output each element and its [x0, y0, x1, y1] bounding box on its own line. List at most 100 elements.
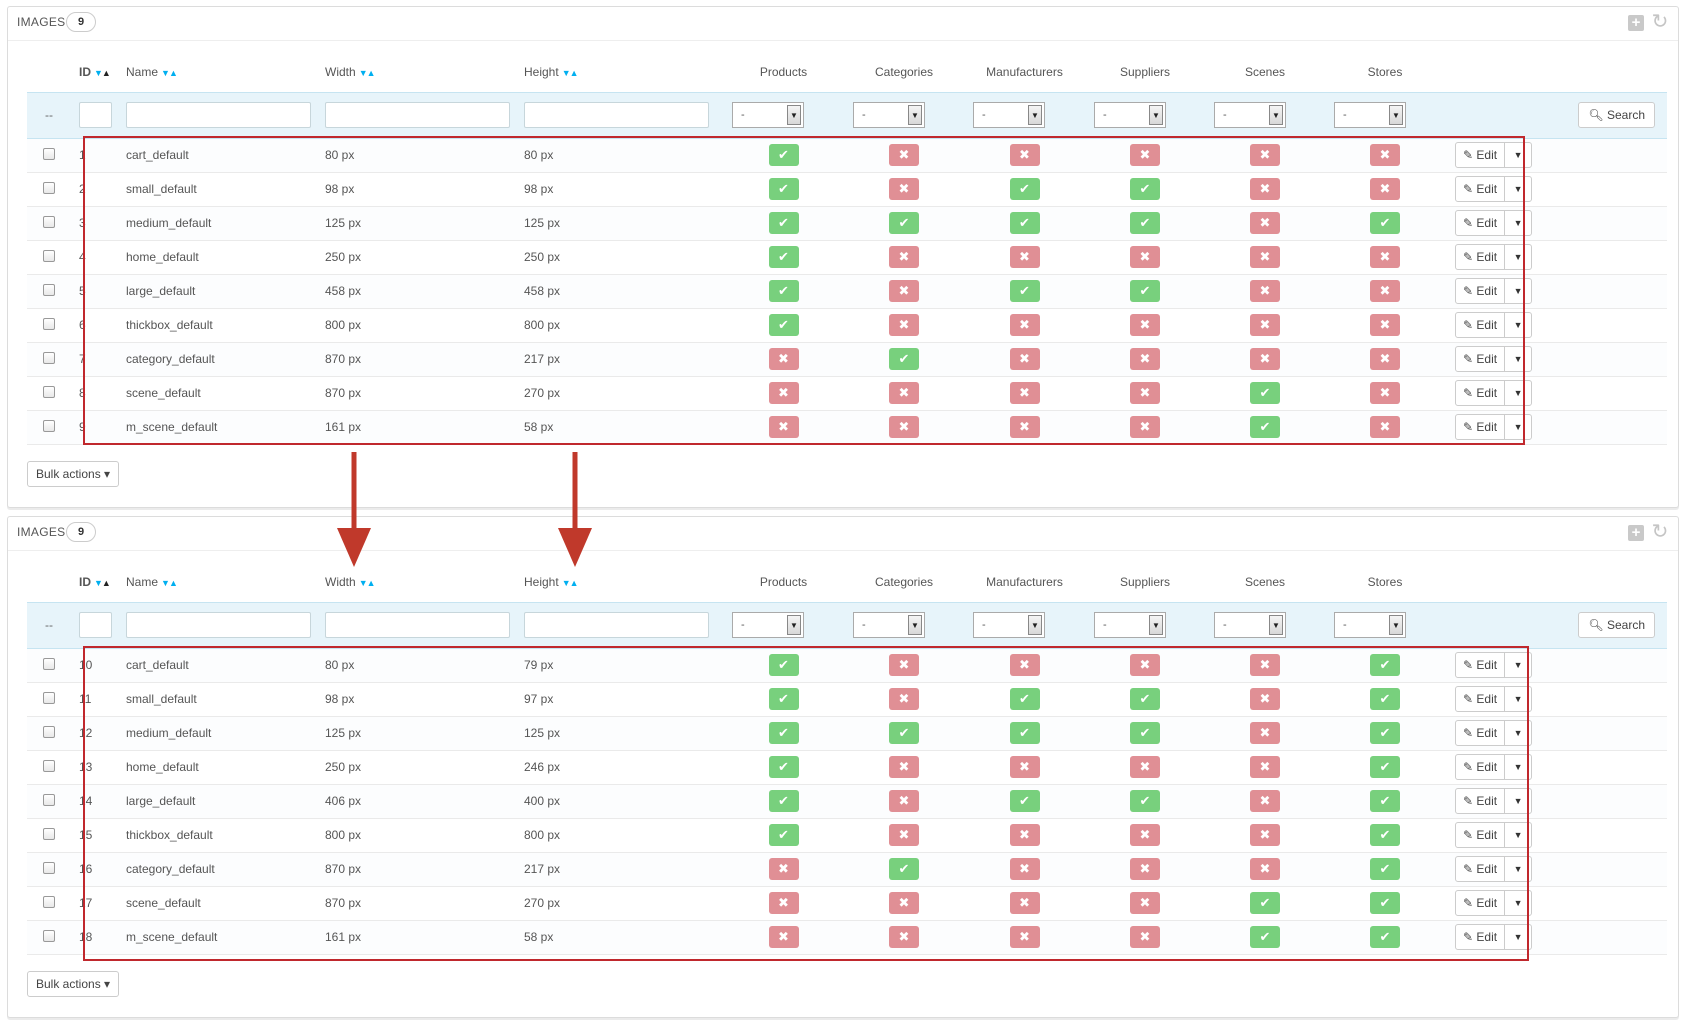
edit-button[interactable]: ✎ Edit [1456, 143, 1506, 167]
stores-check-icon[interactable]: ✔ [1370, 858, 1400, 880]
row-checkbox[interactable] [43, 147, 55, 160]
products-cross-icon[interactable]: ✖ [768, 926, 799, 948]
edit-button[interactable]: ✎ Edit [1456, 381, 1506, 405]
plus-icon[interactable]: + [1628, 525, 1644, 541]
categories-cross-icon[interactable]: ✖ [889, 926, 919, 948]
column-header-id[interactable]: ID ▼▲ [79, 64, 111, 79]
row-checkbox[interactable] [43, 249, 55, 262]
products-cross-icon[interactable]: ✖ [768, 382, 799, 404]
manufacturers-cross-icon[interactable]: ✖ [1009, 858, 1040, 880]
sort-icon[interactable]: ▼▲ [94, 67, 111, 78]
chevron-down-icon[interactable]: ▼ [1513, 252, 1523, 262]
row-checkbox[interactable] [43, 725, 55, 738]
chevron-down-icon[interactable]: ▼ [1513, 150, 1523, 160]
filter-width-input[interactable] [325, 102, 510, 128]
suppliers-cross-icon[interactable]: ✖ [1130, 416, 1160, 438]
manufacturers-cross-icon[interactable]: ✖ [1009, 348, 1040, 370]
table-row[interactable]: 5 large_default 458 px 458 px ✔ ✖ ✔ ✔ ✖ ✖ ✎ Edit ▼ [27, 274, 1667, 309]
categories-cross-icon[interactable]: ✖ [889, 790, 919, 812]
scenes-cross-icon[interactable]: ✖ [1250, 654, 1280, 676]
table-row[interactable]: 8 scene_default 870 px 270 px ✖ ✖ ✖ ✖ ✔ ✖ ✎ Edit ▼ [27, 376, 1667, 411]
edit-button[interactable]: ✎ Edit [1456, 313, 1506, 337]
manufacturers-cross-icon[interactable]: ✖ [1009, 756, 1040, 778]
products-cross-icon[interactable]: ✖ [768, 892, 799, 914]
chevron-down-icon[interactable]: ▼ [1513, 422, 1523, 432]
stores-check-icon[interactable]: ✔ [1370, 892, 1400, 914]
scenes-cross-icon[interactable]: ✖ [1250, 348, 1280, 370]
suppliers-cross-icon[interactable]: ✖ [1130, 314, 1160, 336]
manufacturers-check-icon[interactable]: ✔ [1009, 280, 1040, 302]
manufacturers-cross-icon[interactable]: ✖ [1009, 144, 1040, 166]
bulk-actions-button[interactable]: Bulk actions ▾ [27, 461, 120, 487]
filter-scenes-select[interactable]: - ▼ [1214, 102, 1286, 128]
bulk-actions-button[interactable]: Bulk actions ▾ [27, 971, 120, 997]
table-row[interactable]: 17 scene_default 870 px 270 px ✖ ✖ ✖ ✖ ✔ ✔ ✎ Edit ▼ [27, 886, 1667, 921]
filter-manufacturers-select[interactable]: - ▼ [973, 612, 1045, 638]
filter-name-input[interactable] [126, 102, 311, 128]
manufacturers-check-icon[interactable]: ✔ [1009, 688, 1040, 710]
scenes-cross-icon[interactable]: ✖ [1250, 790, 1280, 812]
table-row[interactable]: 9 m_scene_default 161 px 58 px ✖ ✖ ✖ ✖ ✔ ✖ ✎ Edit ▼ [27, 410, 1667, 445]
products-check-icon[interactable]: ✔ [768, 722, 799, 744]
categories-cross-icon[interactable]: ✖ [889, 280, 919, 302]
products-check-icon[interactable]: ✔ [768, 178, 799, 200]
row-checkbox[interactable] [43, 181, 55, 194]
categories-check-icon[interactable]: ✔ [889, 348, 919, 370]
filter-manufacturers-select[interactable]: - ▼ [973, 102, 1045, 128]
stores-check-icon[interactable]: ✔ [1370, 688, 1400, 710]
stores-check-icon[interactable]: ✔ [1370, 824, 1400, 846]
products-check-icon[interactable]: ✔ [768, 212, 799, 234]
products-check-icon[interactable]: ✔ [768, 314, 799, 336]
table-row[interactable]: 13 home_default 250 px 246 px ✔ ✖ ✖ ✖ ✖ ✔ ✎ Edit ▼ [27, 750, 1667, 785]
chevron-down-icon[interactable]: ▼ [1513, 354, 1523, 364]
row-checkbox[interactable] [43, 657, 55, 670]
suppliers-cross-icon[interactable]: ✖ [1130, 654, 1160, 676]
manufacturers-cross-icon[interactable]: ✖ [1009, 314, 1040, 336]
edit-button[interactable]: ✎ Edit [1456, 177, 1506, 201]
filter-stores-select[interactable]: - ▼ [1334, 102, 1406, 128]
categories-check-icon[interactable]: ✔ [889, 722, 919, 744]
filter-products-select[interactable]: - ▼ [732, 102, 804, 128]
table-row[interactable]: 2 small_default 98 px 98 px ✔ ✖ ✔ ✔ ✖ ✖ ✎ Edit ▼ [27, 172, 1667, 207]
scenes-check-icon[interactable]: ✔ [1250, 416, 1280, 438]
chevron-down-icon[interactable]: ▼ [1513, 762, 1523, 772]
scenes-cross-icon[interactable]: ✖ [1250, 144, 1280, 166]
stores-cross-icon[interactable]: ✖ [1370, 178, 1400, 200]
scenes-cross-icon[interactable]: ✖ [1250, 314, 1280, 336]
filter-categories-select[interactable]: - ▼ [853, 612, 925, 638]
row-checkbox[interactable] [43, 215, 55, 228]
suppliers-cross-icon[interactable]: ✖ [1130, 348, 1160, 370]
stores-check-icon[interactable]: ✔ [1370, 756, 1400, 778]
suppliers-check-icon[interactable]: ✔ [1130, 722, 1160, 744]
edit-button[interactable]: ✎ Edit [1456, 687, 1506, 711]
categories-cross-icon[interactable]: ✖ [889, 314, 919, 336]
refresh-icon[interactable]: ↻ [1651, 521, 1669, 543]
row-checkbox[interactable] [43, 385, 55, 398]
table-row[interactable]: 3 medium_default 125 px 125 px ✔ ✔ ✔ ✔ ✖ ✔ ✎ Edit ▼ [27, 206, 1667, 241]
sort-icon[interactable]: ▼▲ [161, 67, 178, 78]
row-checkbox[interactable] [43, 317, 55, 330]
row-checkbox[interactable] [43, 419, 55, 432]
scenes-check-icon[interactable]: ✔ [1250, 926, 1280, 948]
edit-button[interactable]: ✎ Edit [1456, 891, 1506, 915]
stores-cross-icon[interactable]: ✖ [1370, 246, 1400, 268]
table-row[interactable]: 15 thickbox_default 800 px 800 px ✔ ✖ ✖ ✖ ✖ ✔ ✎ Ed… [27, 818, 1667, 853]
categories-cross-icon[interactable]: ✖ [889, 246, 919, 268]
filter-id-input[interactable] [79, 102, 112, 128]
table-row[interactable]: 4 home_default 250 px 250 px ✔ ✖ ✖ ✖ ✖ ✖ ✎ Edit ▼ [27, 240, 1667, 275]
products-check-icon[interactable]: ✔ [768, 654, 799, 676]
products-check-icon[interactable]: ✔ [768, 824, 799, 846]
table-row[interactable]: 12 medium_default 125 px 125 px ✔ ✔ ✔ ✔ ✖ ✔ ✎ Edit… [27, 716, 1667, 751]
scenes-cross-icon[interactable]: ✖ [1250, 280, 1280, 302]
filter-name-input[interactable] [126, 612, 311, 638]
edit-button[interactable]: ✎ Edit [1456, 789, 1506, 813]
categories-cross-icon[interactable]: ✖ [889, 688, 919, 710]
table-row[interactable]: 10 cart_default 80 px 79 px ✔ ✖ ✖ ✖ ✖ ✔ ✎ Edit ▼ [27, 648, 1667, 683]
scenes-cross-icon[interactable]: ✖ [1250, 688, 1280, 710]
chevron-down-icon[interactable]: ▼ [1513, 694, 1523, 704]
plus-icon[interactable]: + [1628, 15, 1644, 31]
chevron-down-icon[interactable]: ▼ [1513, 388, 1523, 398]
suppliers-cross-icon[interactable]: ✖ [1130, 144, 1160, 166]
chevron-down-icon[interactable]: ▼ [1513, 728, 1523, 738]
chevron-down-icon[interactable]: ▼ [1513, 830, 1523, 840]
